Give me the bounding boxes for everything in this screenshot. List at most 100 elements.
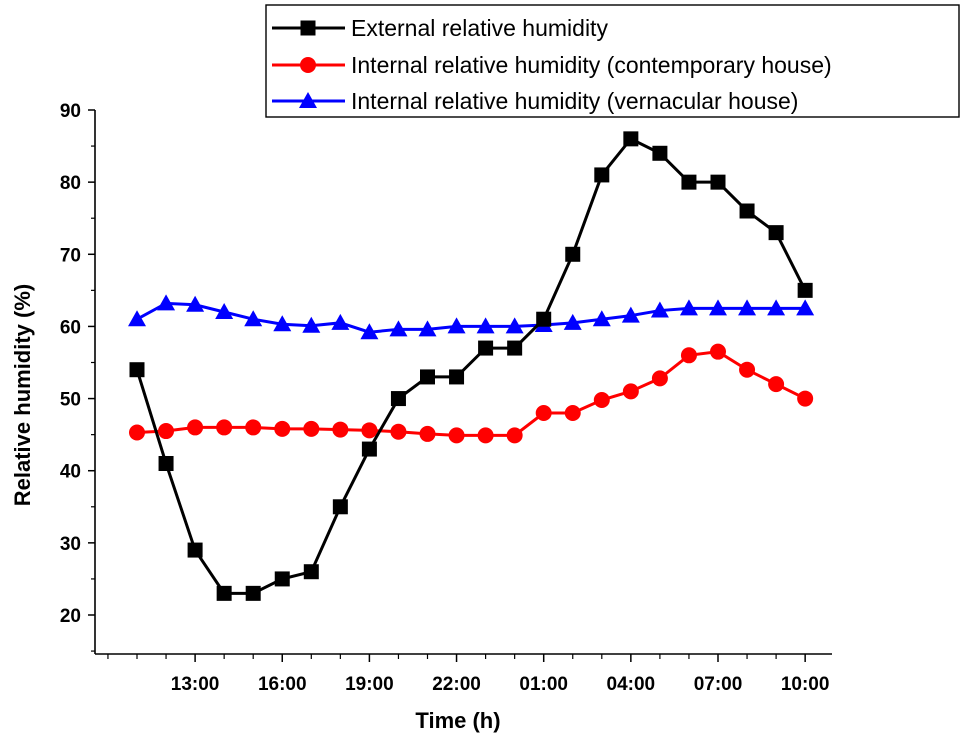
y-tick-label: 70 bbox=[60, 245, 81, 266]
data-point bbox=[216, 419, 233, 436]
data-point bbox=[505, 317, 524, 334]
data-point bbox=[273, 315, 292, 332]
legend-label: Internal relative humidity (vernacular h… bbox=[351, 88, 798, 114]
data-point bbox=[535, 405, 552, 421]
legend: External relative humidity Internal relat… bbox=[265, 4, 960, 118]
y-tick-label: 40 bbox=[60, 462, 81, 483]
data-point bbox=[565, 246, 581, 262]
data-point bbox=[564, 405, 581, 421]
y-tick-label: 20 bbox=[60, 606, 81, 627]
series-3 bbox=[128, 294, 815, 340]
data-point bbox=[418, 320, 437, 337]
data-point bbox=[187, 419, 204, 436]
data-point bbox=[448, 427, 465, 444]
y-tick-label: 50 bbox=[60, 390, 81, 411]
data-point bbox=[593, 392, 610, 409]
data-point bbox=[739, 361, 756, 378]
data-point bbox=[129, 362, 145, 378]
x-tick-label: 19:00 bbox=[345, 674, 394, 695]
legend-label: External relative humidity bbox=[351, 15, 608, 41]
data-point bbox=[128, 310, 146, 327]
data-point bbox=[796, 299, 815, 316]
x-tick-label: 16:00 bbox=[258, 674, 307, 695]
data-point bbox=[303, 564, 319, 580]
data-point bbox=[623, 131, 639, 147]
legend-marker bbox=[300, 20, 316, 36]
data-point bbox=[797, 282, 813, 298]
data-point bbox=[331, 313, 350, 330]
x-tick-label: 01:00 bbox=[519, 674, 568, 695]
data-point bbox=[449, 369, 465, 385]
data-point bbox=[592, 310, 611, 327]
data-point bbox=[621, 306, 640, 323]
data-point bbox=[361, 441, 377, 457]
data-point bbox=[302, 316, 321, 333]
data-point bbox=[536, 311, 552, 327]
data-point bbox=[622, 383, 639, 400]
data-point bbox=[186, 295, 205, 312]
legend-marker bbox=[299, 92, 317, 108]
series-1 bbox=[129, 131, 813, 601]
data-point bbox=[332, 421, 349, 438]
data-point bbox=[476, 317, 495, 334]
x-tick-label: 13:00 bbox=[171, 674, 220, 695]
legend-box bbox=[265, 4, 960, 118]
y-tick-label: 30 bbox=[60, 534, 81, 555]
data-point bbox=[594, 167, 610, 183]
data-point bbox=[419, 425, 436, 442]
data-point bbox=[245, 585, 261, 601]
x-tick-label: 22:00 bbox=[432, 674, 481, 695]
data-point bbox=[739, 203, 755, 219]
data-point bbox=[680, 347, 697, 364]
x-tick-label: 07:00 bbox=[694, 674, 743, 695]
x-tick-label: 10:00 bbox=[781, 674, 830, 695]
data-point bbox=[681, 174, 697, 190]
x-tick-label: 04:00 bbox=[607, 674, 656, 695]
x-axis-title: Time (h) bbox=[415, 708, 500, 733]
data-point bbox=[650, 301, 669, 318]
y-tick-label: 90 bbox=[60, 101, 81, 122]
data-point bbox=[679, 299, 698, 316]
series-line bbox=[136, 301, 806, 334]
data-point bbox=[563, 313, 582, 330]
data-point bbox=[652, 145, 668, 161]
data-point bbox=[506, 427, 523, 444]
series-line bbox=[135, 136, 807, 595]
data-point bbox=[390, 423, 407, 440]
y-tick-label: 60 bbox=[60, 317, 81, 338]
axes: 20 30 40 50 60 70 80 90 13:00 16:00 19:00 22:00 01:0… bbox=[60, 101, 832, 695]
data-point bbox=[187, 542, 203, 558]
data-point bbox=[158, 423, 175, 440]
data-point bbox=[710, 174, 726, 190]
data-point bbox=[390, 391, 406, 407]
series-2 bbox=[129, 343, 814, 444]
y-tick-label: 80 bbox=[60, 173, 81, 194]
data-point bbox=[710, 343, 726, 360]
data-point bbox=[158, 456, 174, 471]
data-point bbox=[478, 340, 494, 356]
data-point bbox=[129, 424, 145, 441]
data-point bbox=[797, 390, 814, 407]
data-point bbox=[157, 294, 176, 311]
data-point bbox=[768, 225, 784, 241]
data-point bbox=[303, 420, 320, 437]
data-point bbox=[244, 310, 263, 327]
data-point bbox=[274, 420, 291, 437]
data-point bbox=[245, 419, 262, 436]
data-point bbox=[215, 303, 234, 319]
data-point bbox=[738, 299, 757, 316]
data-point bbox=[651, 370, 668, 387]
data-point bbox=[477, 427, 494, 444]
data-point bbox=[507, 340, 523, 356]
data-point bbox=[420, 369, 435, 385]
data-point bbox=[361, 422, 378, 439]
data-point bbox=[447, 317, 466, 334]
data-point bbox=[360, 323, 379, 340]
legend-marker bbox=[300, 57, 316, 73]
data-point bbox=[767, 299, 786, 316]
y-axis-title: Relative humidity (%) bbox=[10, 284, 35, 506]
data-point bbox=[216, 585, 232, 601]
data-point bbox=[332, 499, 348, 515]
data-point bbox=[274, 571, 290, 587]
